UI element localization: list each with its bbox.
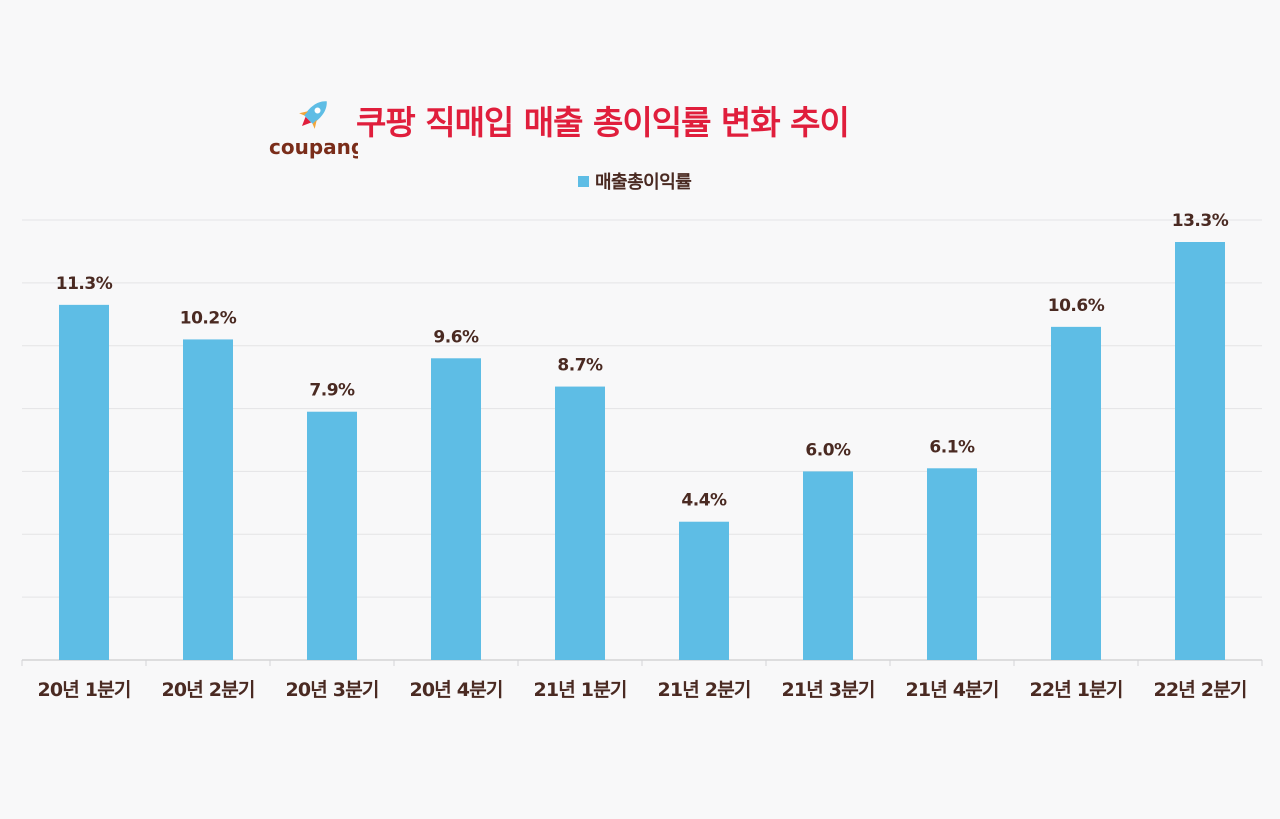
chart-title: 쿠팡 직매입 매출 총이익률 변화 추이 — [356, 103, 850, 142]
bar — [183, 339, 233, 660]
bar — [59, 304, 109, 660]
x-tick-label: 21년 1분기 — [533, 679, 626, 701]
data-label: 13.3% — [1172, 211, 1229, 231]
legend-label: 매출총이익률 — [595, 172, 692, 193]
legend: 매출총이익률 — [578, 167, 692, 195]
bar — [679, 521, 729, 660]
x-tick-label: 20년 1분기 — [37, 679, 130, 701]
coupang-logo: coupang — [266, 92, 358, 162]
data-label: 10.2% — [180, 308, 237, 328]
bar — [431, 358, 481, 660]
x-tick-label: 20년 3분기 — [285, 679, 378, 701]
data-label: 7.9% — [309, 381, 355, 401]
data-label: 6.1% — [929, 437, 975, 457]
data-label: 6.0% — [805, 440, 851, 460]
data-label: 8.7% — [557, 356, 603, 376]
x-tick-label: 20년 4분기 — [409, 679, 502, 701]
data-label: 10.6% — [1048, 296, 1105, 316]
bar — [803, 471, 853, 660]
bar — [555, 386, 605, 660]
x-tick-label: 22년 1분기 — [1029, 679, 1122, 701]
x-tick-label: 21년 2분기 — [657, 679, 750, 701]
x-tick-label: 20년 2분기 — [161, 679, 254, 701]
logo-text: coupang — [269, 135, 358, 159]
legend-swatch — [578, 175, 589, 187]
data-label: 4.4% — [681, 491, 727, 511]
rocket-icon: coupang — [269, 101, 358, 159]
x-tick-label: 21년 4분기 — [905, 679, 998, 701]
bar — [307, 411, 357, 660]
bar — [1175, 242, 1225, 660]
data-label: 11.3% — [56, 274, 113, 294]
x-tick-label: 22년 2분기 — [1153, 679, 1246, 701]
x-tick-label: 21년 3분기 — [781, 679, 874, 701]
data-label: 9.6% — [433, 327, 479, 347]
bar — [927, 468, 977, 660]
bar — [1051, 326, 1101, 660]
